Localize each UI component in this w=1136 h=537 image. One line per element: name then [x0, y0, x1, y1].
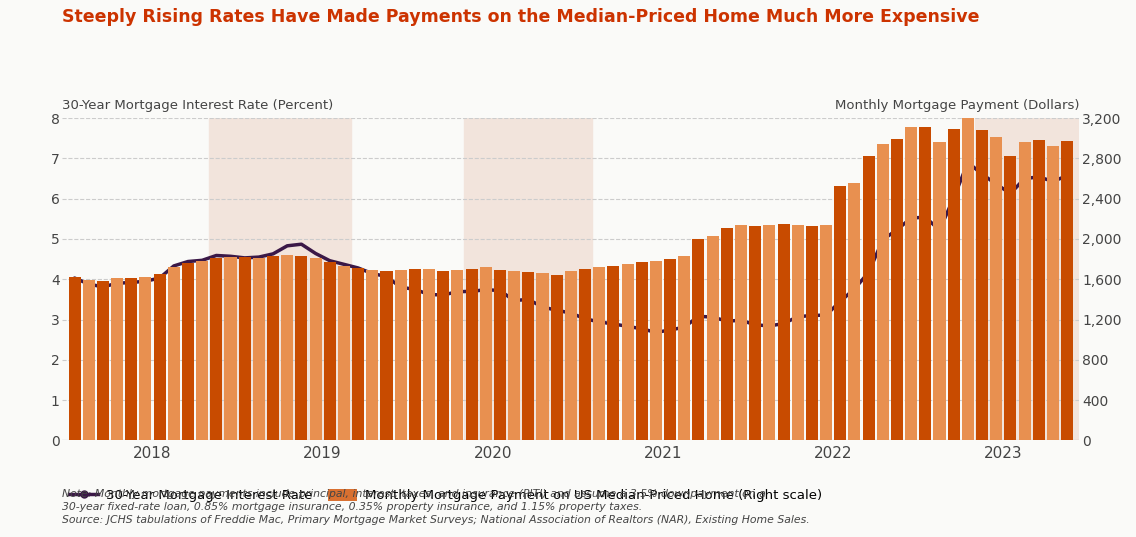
Bar: [282, 255, 293, 440]
Bar: [621, 264, 634, 440]
Bar: [593, 267, 605, 440]
Bar: [1033, 140, 1045, 440]
Bar: [1061, 141, 1074, 440]
Text: Monthly Mortgage Payment (Dollars): Monthly Mortgage Payment (Dollars): [835, 99, 1079, 112]
Bar: [68, 277, 81, 440]
Bar: [253, 258, 265, 440]
Bar: [565, 271, 577, 440]
Bar: [210, 258, 223, 440]
Bar: [97, 281, 109, 440]
Text: Steeply Rising Rates Have Made Payments on the Median-Priced Home Much More Expe: Steeply Rising Rates Have Made Payments …: [62, 8, 980, 26]
Bar: [792, 225, 804, 440]
Bar: [707, 236, 719, 440]
Bar: [1004, 156, 1017, 440]
Bar: [423, 269, 435, 440]
Bar: [919, 127, 932, 440]
Bar: [466, 269, 477, 440]
Bar: [1019, 142, 1030, 440]
Bar: [777, 224, 790, 440]
Bar: [182, 263, 194, 440]
Bar: [479, 267, 492, 440]
Bar: [749, 226, 761, 440]
Bar: [168, 267, 179, 440]
Bar: [153, 274, 166, 440]
Bar: [636, 262, 648, 440]
Bar: [366, 270, 378, 440]
Bar: [140, 277, 151, 440]
Bar: [536, 273, 549, 440]
Bar: [975, 118, 1088, 440]
Legend: 30-Year Mortgage Interest Rate, Monthly Mortgage Payment on US Median-Priced Hom: 30-Year Mortgage Interest Rate, Monthly …: [69, 489, 822, 502]
Bar: [267, 256, 279, 440]
Bar: [551, 275, 562, 440]
Bar: [834, 186, 846, 440]
Bar: [324, 262, 336, 440]
Bar: [209, 118, 351, 440]
Bar: [508, 271, 520, 440]
Bar: [437, 271, 449, 440]
Bar: [310, 258, 321, 440]
Bar: [877, 144, 888, 440]
Bar: [83, 280, 94, 440]
Text: Note: Monthly mortgage payments include principal, interest, taxes, and insuranc: Note: Monthly mortgage payments include …: [62, 489, 810, 525]
Bar: [337, 266, 350, 440]
Bar: [451, 270, 463, 440]
Bar: [991, 137, 1002, 440]
Bar: [905, 127, 917, 440]
Bar: [125, 278, 137, 440]
Bar: [678, 256, 691, 440]
Bar: [579, 269, 591, 440]
Bar: [494, 270, 506, 440]
Bar: [197, 261, 208, 440]
Bar: [934, 142, 945, 440]
Bar: [225, 257, 236, 440]
Bar: [693, 239, 704, 440]
Bar: [465, 118, 592, 440]
Bar: [523, 272, 534, 440]
Bar: [805, 226, 818, 440]
Bar: [665, 259, 676, 440]
Bar: [763, 225, 776, 440]
Bar: [962, 118, 974, 440]
Bar: [608, 266, 619, 440]
Bar: [650, 261, 662, 440]
Bar: [111, 278, 123, 440]
Bar: [976, 130, 988, 440]
Bar: [862, 156, 875, 440]
Bar: [721, 228, 733, 440]
Bar: [735, 225, 747, 440]
Bar: [295, 256, 308, 440]
Bar: [352, 268, 365, 440]
Bar: [947, 129, 960, 440]
Text: 30-Year Mortgage Interest Rate (Percent): 30-Year Mortgage Interest Rate (Percent): [62, 99, 334, 112]
Bar: [381, 271, 393, 440]
Bar: [394, 270, 407, 440]
Bar: [820, 225, 832, 440]
Bar: [409, 269, 420, 440]
Bar: [1047, 146, 1059, 440]
Bar: [891, 139, 903, 440]
Bar: [849, 183, 860, 440]
Bar: [239, 257, 251, 440]
